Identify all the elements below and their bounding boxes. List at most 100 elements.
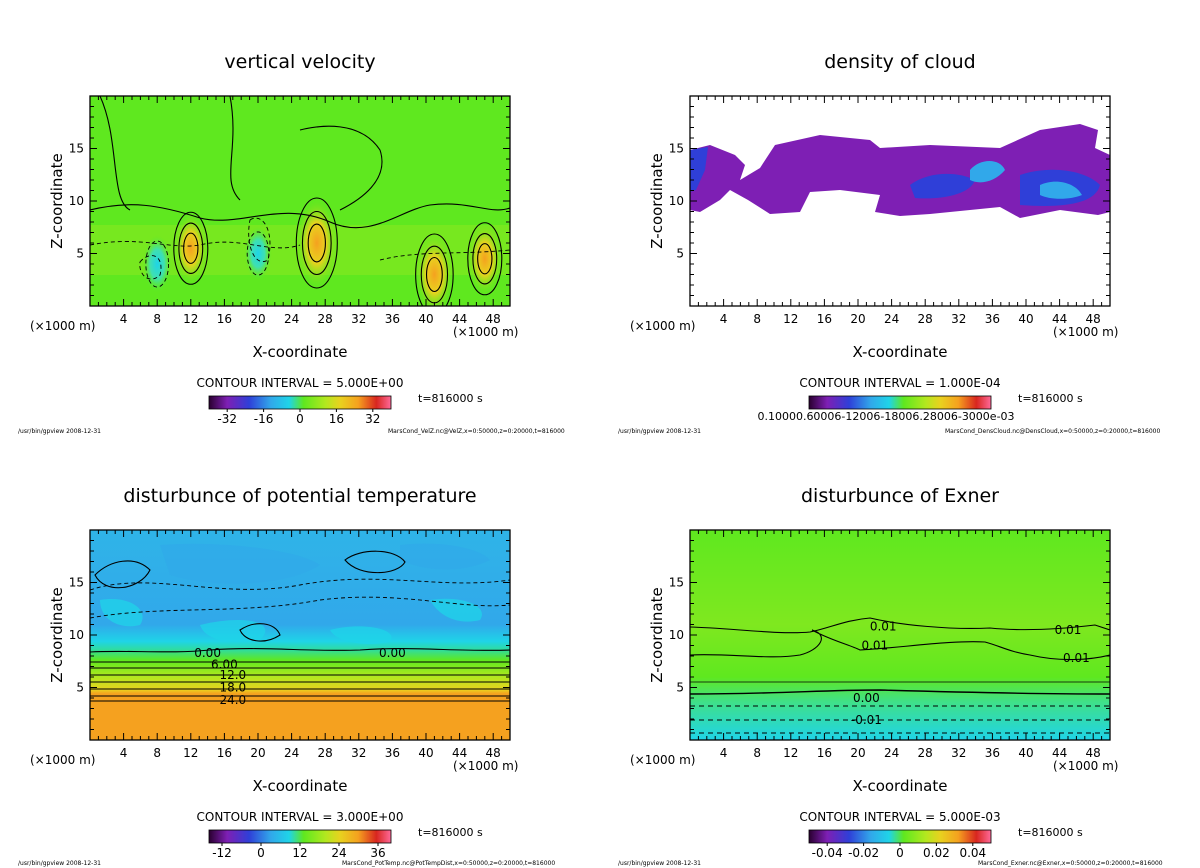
colorbar-tick-label: 0.02	[923, 846, 950, 860]
y-tick-label: 5	[76, 681, 84, 695]
contour-line	[99, 96, 383, 211]
updraft-contour	[477, 243, 493, 275]
x-unit-right: (×1000 m)	[1053, 325, 1118, 339]
x-tick-label: 28	[918, 746, 933, 760]
panel-title: disturbunce of Exner	[801, 485, 999, 507]
x-tick-label: 16	[817, 312, 832, 326]
x-unit-right: (×1000 m)	[453, 759, 518, 773]
x-tick-label: 36	[385, 312, 400, 326]
downdraft-contour	[145, 240, 170, 288]
contour-label: 0.00	[853, 691, 880, 705]
time-label: t=816000 s	[1018, 392, 1083, 405]
x-tick-label: 44	[1052, 746, 1067, 760]
contour-label: 24.0	[219, 693, 246, 707]
contour-labels: 0.01 0.01 0.01 0.01 0.00 -0.01	[851, 620, 1090, 727]
y-tick-label: 10	[69, 194, 84, 208]
contour-interval: CONTOUR INTERVAL = 3.000E+00	[197, 810, 404, 824]
updraft-contour	[472, 233, 498, 285]
x-tick-label: 4	[720, 746, 728, 760]
x-tick-label: 32	[951, 746, 966, 760]
contour-line	[690, 617, 1110, 634]
panel-vertical-velocity: vertical velocity 4 8 12 16 20 24 28 32 36 40 44 48…	[18, 51, 565, 435]
colorbar-tick-label: 0.04	[959, 846, 986, 860]
y-axis-label: Z-coordinate	[48, 153, 66, 248]
y-tick-label: 15	[69, 142, 84, 156]
plot-field	[690, 96, 1110, 306]
contour-line	[690, 629, 1110, 661]
contour-line	[90, 648, 510, 653]
y-axis-label: Z-coordinate	[648, 587, 666, 682]
contour-label: 0.01	[870, 620, 897, 634]
x-unit-right: (×1000 m)	[453, 325, 518, 339]
x-tick-label: 20	[250, 312, 265, 326]
colorbar-tick-label: 0	[257, 846, 265, 860]
x-tick-label: 40	[1018, 312, 1033, 326]
x-tick-label: 8	[153, 746, 161, 760]
contour-interval: CONTOUR INTERVAL = 5.000E-03	[799, 810, 1000, 824]
cold-core	[160, 543, 490, 584]
contour-label: 0.01	[861, 639, 888, 653]
y-tick-label: 5	[676, 681, 684, 695]
colorbar	[208, 829, 392, 844]
colorbar-tick-labels: 0.10000.60006-12006-18006.28006-3000e-03	[757, 410, 1014, 423]
colorbar-tick-label: -0.02	[848, 846, 879, 860]
panel-title: disturbunce of potential temperature	[123, 485, 476, 507]
x-tick-label: 28	[318, 312, 333, 326]
colorbar-tick-label: -32	[217, 412, 237, 426]
x-axis-label: X-coordinate	[253, 777, 348, 795]
downdraft-contour	[246, 231, 270, 276]
x-tick-label: 4	[120, 312, 128, 326]
colorbar	[808, 829, 992, 844]
panel-title: vertical velocity	[224, 51, 375, 73]
contour-line	[90, 203, 510, 229]
field-background	[690, 530, 1110, 740]
x-tick-label: 28	[918, 312, 933, 326]
footer-right: MarsCond_Exner.nc@Exner,x=0:50000,z=0:20…	[978, 860, 1163, 867]
x-tick-label: 36	[985, 312, 1000, 326]
time-label: t=816000 s	[1018, 826, 1083, 839]
x-tick-label: 48	[486, 312, 501, 326]
colorbar-tick-label: 32	[365, 412, 380, 426]
x-unit-left: (×1000 m)	[30, 753, 95, 767]
footer-left: /usr/bin/gpview 2008-12-31	[18, 428, 101, 435]
colorbar-tick-label: 36	[370, 846, 385, 860]
panel-title: density of cloud	[824, 51, 976, 73]
y-tick-label: 15	[669, 142, 684, 156]
updraft-contour	[307, 223, 326, 263]
x-tick-label: 12	[783, 312, 798, 326]
colorbar-ticks: -12 0 12 24 36	[212, 843, 386, 860]
x-axis-label: X-coordinate	[853, 777, 948, 795]
cloud-core	[970, 161, 1082, 199]
contour-interval: CONTOUR INTERVAL = 5.000E+00	[197, 376, 404, 390]
x-tick-label: 12	[783, 746, 798, 760]
y-tick-label: 10	[69, 628, 84, 642]
x-tick-label: 40	[418, 312, 433, 326]
x-tick-label: 48	[1086, 312, 1101, 326]
updraft-contour	[173, 211, 209, 285]
cold-patches	[100, 598, 482, 645]
colorbar-ticks: -0.04 -0.02 0 0.02 0.04	[812, 843, 986, 860]
x-unit-left: (×1000 m)	[630, 753, 695, 767]
updraft-contour	[415, 233, 454, 306]
contour-label: 0.01	[1055, 623, 1082, 637]
contour-dashed	[90, 241, 510, 261]
plot-field	[690, 530, 1110, 740]
colorbar	[208, 395, 392, 410]
contour-dashed	[90, 578, 510, 619]
x-tick-label: 36	[985, 746, 1000, 760]
colorbar-tick-label: 16	[329, 412, 344, 426]
x-tick-label: 8	[753, 746, 761, 760]
x-tick-label: 24	[884, 746, 899, 760]
contour-zero	[690, 689, 1110, 695]
colorbar-tick-label: 0	[896, 846, 904, 860]
panel-density-of-cloud: density of cloud 4 8 12 16 20 24 28 32 36 40 44 485…	[618, 51, 1160, 435]
contour-interval: CONTOUR INTERVAL = 1.000E-04	[799, 376, 1000, 390]
colorbar-tick-label: -16	[254, 412, 274, 426]
y-tick-label: 5	[76, 247, 84, 261]
footer-right: MarsCond_VelZ.nc@VelZ,x=0:50000,z=0:2000…	[388, 428, 565, 435]
contour-label: -0.01	[851, 713, 882, 727]
y-tick-label: 5	[676, 247, 684, 261]
